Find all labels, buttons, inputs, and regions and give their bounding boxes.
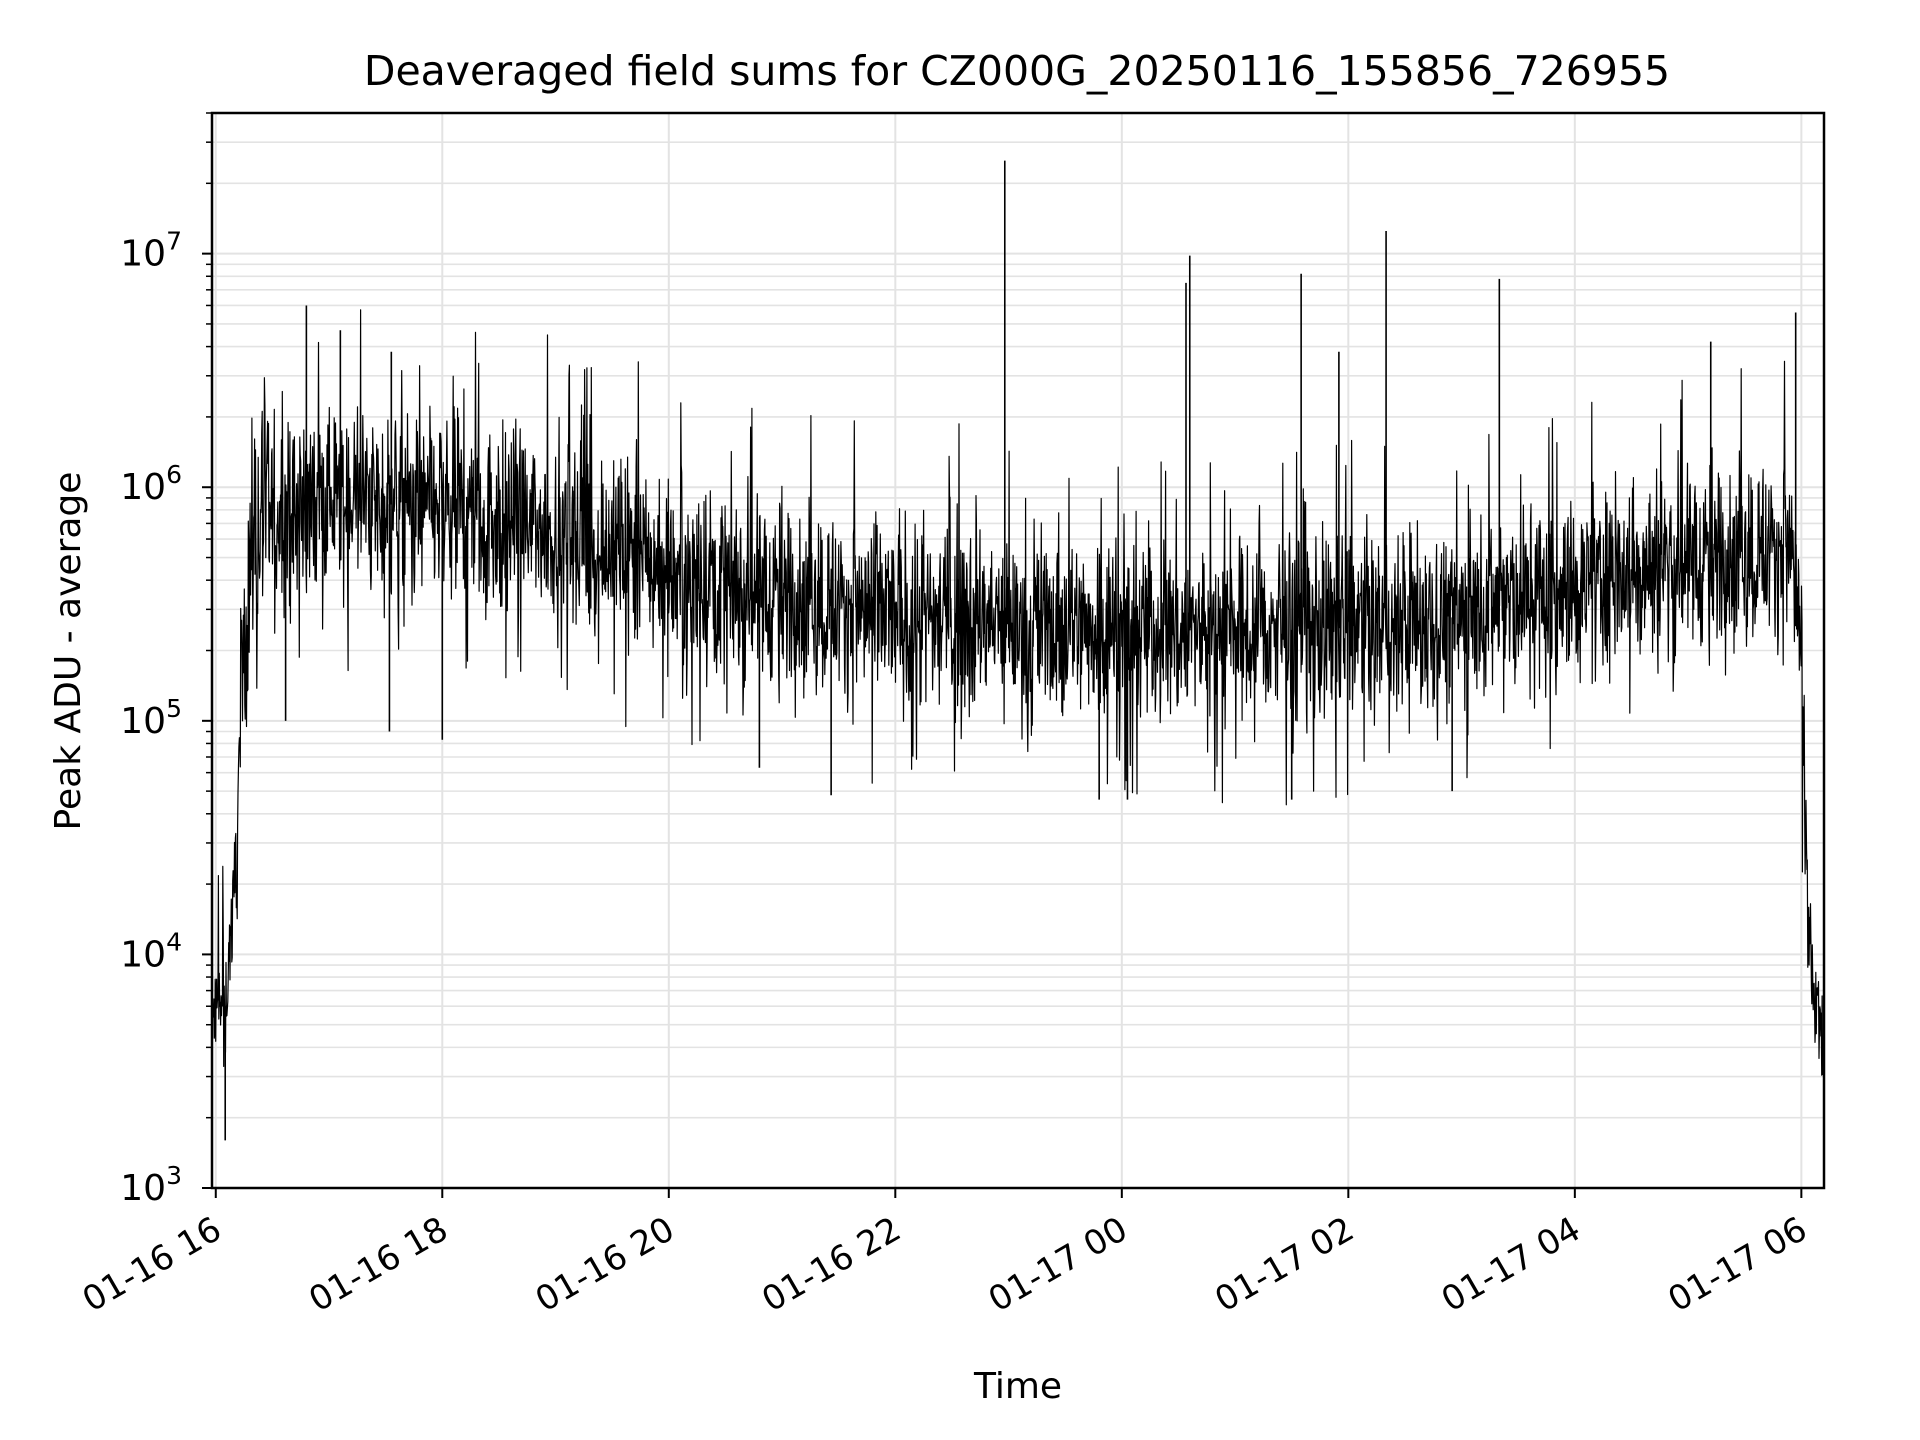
y-tick-label: 104 xyxy=(120,927,182,975)
y-axis-label: Peak ADU - average xyxy=(48,472,89,831)
chart-title: Deaveraged field sums for CZ000G_2025011… xyxy=(364,47,1670,95)
y-tick-label: 106 xyxy=(120,460,182,508)
y-tick-label: 103 xyxy=(120,1161,182,1209)
x-axis-label: Time xyxy=(973,1366,1062,1407)
y-tick-label: 105 xyxy=(120,694,182,742)
series-line xyxy=(212,309,1824,1076)
y-tick-label: 107 xyxy=(120,227,182,275)
